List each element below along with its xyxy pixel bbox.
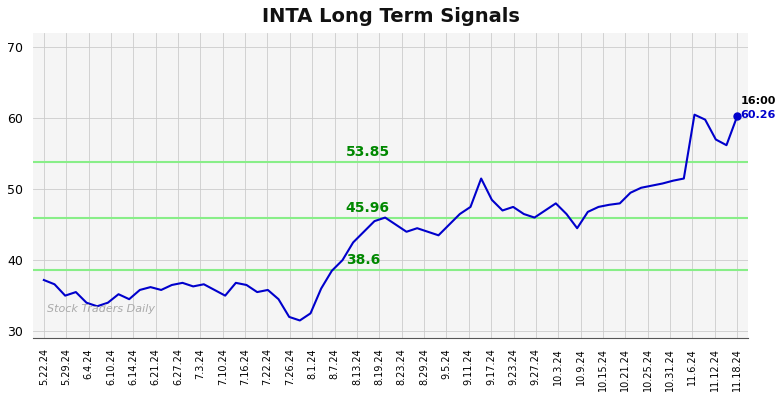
Text: 60.26: 60.26 [741, 110, 776, 120]
Text: 16:00: 16:00 [741, 96, 776, 105]
Text: 45.96: 45.96 [346, 201, 390, 215]
Text: 38.6: 38.6 [346, 253, 380, 267]
Title: INTA Long Term Signals: INTA Long Term Signals [262, 7, 520, 26]
Text: Stock Traders Daily: Stock Traders Daily [47, 304, 155, 314]
Text: 53.85: 53.85 [346, 145, 390, 159]
